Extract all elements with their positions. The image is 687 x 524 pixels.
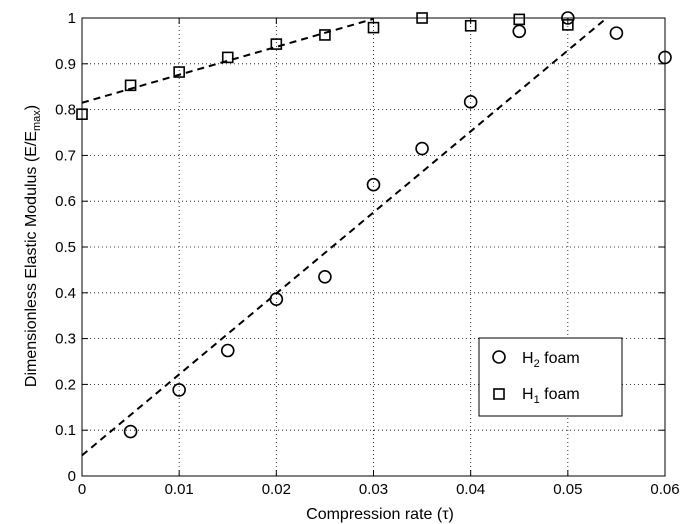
legend-label-h1-end: foam [540,386,580,403]
x-tick-labels: 0 0.01 0.02 0.03 0.04 0.05 0.06 [78,481,680,498]
legend-label-h2-sub: 2 [534,358,540,370]
y-axis-label-end: ) [23,105,40,110]
legend-marker-h2 [492,350,506,364]
x-tick-label: 0.01 [165,481,194,498]
legend-box [478,337,623,417]
y-tick-label: 0.4 [55,285,76,302]
data-point-circle [269,292,284,307]
data-point-square [416,12,428,24]
data-point-circle [123,424,138,439]
legend-label-h2-main: H [522,350,534,367]
trendline-series-1 [81,17,608,457]
legend: H2 foam H1 foam [478,337,623,417]
y-axis-label: Dimensionless Elastic Modulus (E/Emax) [23,105,43,387]
data-point-circle [415,141,429,156]
grid-lines [82,18,665,476]
y-tick-label: 0.3 [55,331,76,348]
data-point-square [173,66,185,78]
y-tick-label: 0.6 [55,193,76,210]
x-tick-label: 0.03 [359,481,388,498]
data-point-square [270,38,283,50]
data-point-square [367,21,380,34]
data-point-circle [366,177,381,192]
data-point-circle [658,50,672,65]
y-axis-label-main: Dimensionless Elastic Modulus (E/E [23,131,40,387]
data-point-circle [172,383,186,397]
x-tick-label: 0 [78,481,86,498]
data-point-square [464,19,477,32]
data-point-square [513,13,526,26]
data-point-circle [512,24,527,39]
trendline-series-2 [81,17,374,104]
y-tick-label: 0.2 [55,376,76,393]
legend-label-h1-main: H [522,386,534,403]
data-point-square [562,19,574,31]
data-point-circle [609,26,624,40]
x-tick-label: 0.04 [456,481,485,498]
x-tick-label: 0.05 [553,481,582,498]
y-tick-label: 0.8 [55,102,76,119]
y-tick-label: 0 [68,468,76,485]
y-tick-labels: 0 0.1 0.2 0.3 0.4 0.5 0.6 0.7 0.8 0.9 1 [55,10,76,485]
y-tick-label: 0.9 [55,56,76,73]
x-tick-label: 0.06 [650,481,679,498]
data-point-square [319,29,331,41]
data-point-circle [463,95,478,109]
legend-marker-h1 [493,388,505,400]
legend-label-h2: H2 foam [522,350,580,370]
legend-label-h1-sub: 1 [534,394,540,406]
x-tick-label: 0.02 [262,481,291,498]
data-point-circle [220,343,235,358]
data-point-circle [561,11,575,25]
data-markers [76,11,672,439]
data-point-square [76,108,88,120]
y-axis-label-sub: max [31,110,43,131]
data-point-square [124,79,137,92]
legend-label-h2-end: foam [540,350,580,367]
x-axis-label: Compression rate (τ) [306,506,454,523]
trendlines [81,17,608,457]
y-tick-label: 0.1 [55,422,76,439]
legend-label-h1: H1 foam [522,386,580,406]
data-point-square [221,51,234,64]
y-tick-label: 0.7 [55,147,76,164]
data-point-circle [318,269,332,284]
y-tick-label: 0.5 [55,239,76,256]
y-tick-label: 1 [68,10,76,27]
